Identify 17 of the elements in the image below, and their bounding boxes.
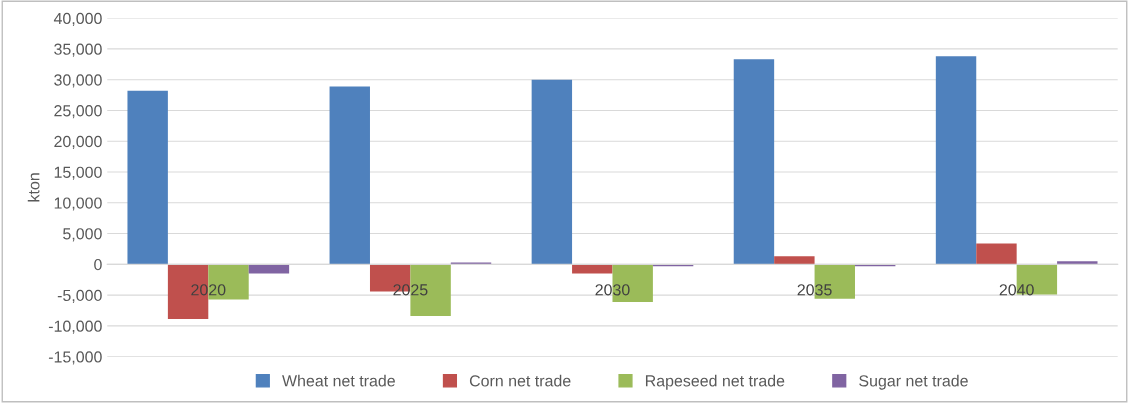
y-tick-label: 25,000: [54, 105, 102, 119]
y-axis-title: kton: [27, 173, 40, 202]
y-tick-label: 20,000: [54, 135, 102, 150]
y-tick-label: -10,000: [48, 320, 102, 334]
legend-label: Corn net trade: [469, 374, 571, 387]
legend-label: Wheat net trade: [282, 374, 395, 387]
y-tick-label: -5,000: [57, 289, 102, 303]
y-tick-label: 10,000: [54, 197, 102, 211]
y-tick-label: 15,000: [54, 166, 102, 180]
legend-label: Rapeseed net trade: [645, 374, 785, 390]
legend-label: Sugar net trade: [859, 374, 968, 390]
y-tick-label: 40,000: [53, 12, 102, 26]
y-tick-label: 35,000: [54, 43, 102, 57]
y-tick-label: 0: [94, 258, 102, 271]
y-tick-label: -15,000: [48, 351, 102, 365]
y-tick-label: 5,000: [63, 228, 102, 242]
y-tick-label: 30,000: [54, 74, 102, 88]
